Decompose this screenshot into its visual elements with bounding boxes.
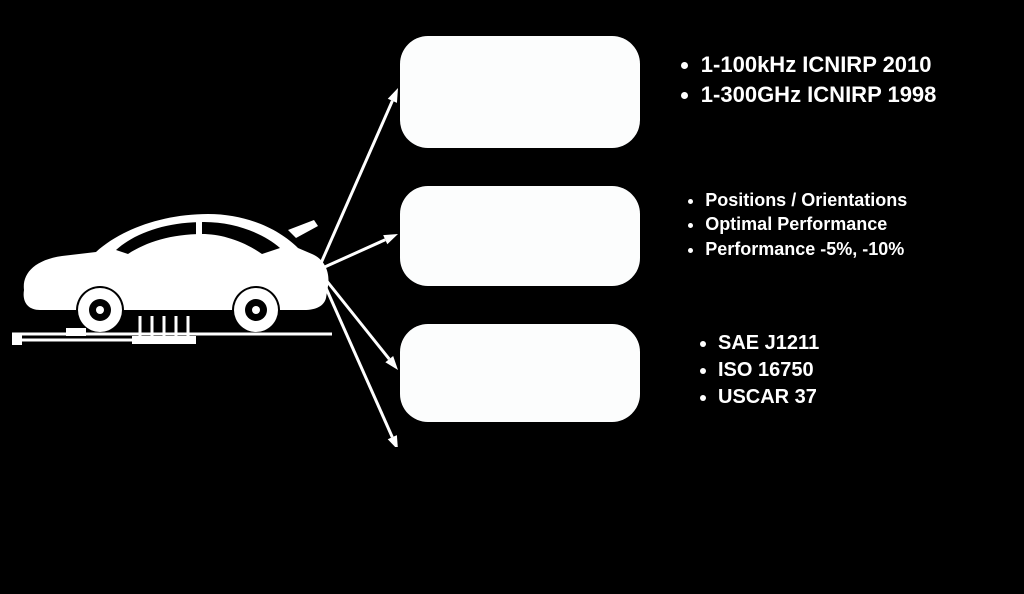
bullets-middle-item-1: Optimal Performance xyxy=(705,212,907,236)
bullets-middle-item-0: Positions / Orientations xyxy=(705,188,907,212)
box-bottom xyxy=(400,324,640,422)
box-middle xyxy=(400,186,640,286)
bullets-top: 1-100kHz ICNIRP 20101-300GHz ICNIRP 1998 xyxy=(670,50,936,109)
car-silhouette xyxy=(12,190,332,360)
bullets-top-item-1: 1-300GHz ICNIRP 1998 xyxy=(701,80,937,110)
footer-bar xyxy=(218,447,1024,594)
bullets-middle: Positions / OrientationsOptimal Performa… xyxy=(680,188,907,261)
bullets-bottom: SAE J1211ISO 16750USCAR 37 xyxy=(690,330,819,411)
bullets-top-item-0: 1-100kHz ICNIRP 2010 xyxy=(701,50,937,80)
bullets-bottom-item-0: SAE J1211 xyxy=(718,330,819,357)
bullets-bottom-item-1: ISO 16750 xyxy=(718,357,819,384)
diagram-canvas: 1-100kHz ICNIRP 20101-300GHz ICNIRP 1998… xyxy=(0,0,1024,594)
arrowhead-1 xyxy=(383,234,398,244)
arrowhead-0 xyxy=(388,88,398,103)
bullets-middle-item-2: Performance -5%, -10% xyxy=(705,237,907,261)
arrowhead-2 xyxy=(385,356,398,370)
box-top xyxy=(400,36,640,148)
bullets-bottom-item-2: USCAR 37 xyxy=(718,384,819,411)
